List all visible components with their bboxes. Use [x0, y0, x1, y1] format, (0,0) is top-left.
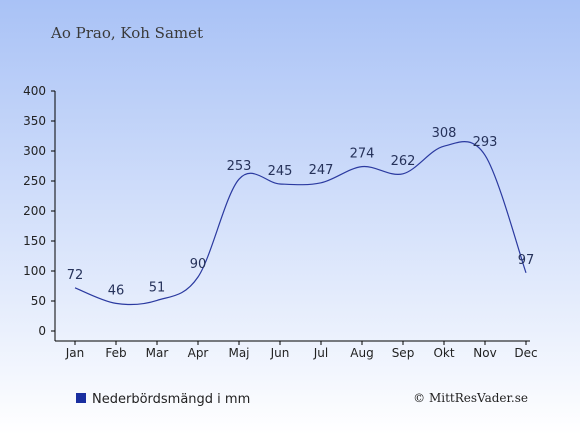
x-tick-label: Sep: [392, 346, 415, 360]
data-point: [484, 154, 487, 157]
data-label: 72: [67, 268, 84, 283]
data-point: [443, 145, 446, 148]
data-point: [74, 286, 77, 289]
data-label: 247: [309, 163, 334, 178]
y-tick-label: 200: [23, 204, 46, 218]
credit-text: © MittResVader.se: [413, 391, 528, 405]
x-tick-label: Mar: [146, 346, 169, 360]
x-tick-label: Feb: [105, 346, 126, 360]
y-tick-label: 50: [31, 294, 46, 308]
data-label: 51: [149, 280, 166, 295]
data-label: 46: [108, 283, 125, 298]
data-point: [320, 181, 323, 184]
x-tick-label: Okt: [433, 346, 454, 360]
data-label: 274: [350, 147, 375, 162]
chart-title: Ao Prao, Koh Samet: [50, 24, 203, 42]
y-tick-label: 0: [38, 324, 46, 338]
x-tick-label: Jul: [313, 346, 328, 360]
data-label: 97: [518, 253, 535, 268]
data-label: 293: [473, 135, 498, 150]
y-tick-label: 400: [23, 84, 46, 98]
x-tick-label: Jun: [270, 346, 290, 360]
data-point: [279, 183, 282, 186]
series-line: [74, 141, 527, 306]
data-point: [238, 178, 241, 181]
x-tick-label: Jan: [65, 346, 85, 360]
legend-swatch: [76, 393, 86, 403]
data-label-layer: 72 46 51 90 253 245 247 274 262 308 293 97: [67, 126, 535, 298]
data-label: 253: [227, 159, 252, 174]
data-point: [361, 165, 364, 168]
y-tick-label: 250: [23, 174, 46, 188]
data-point: [115, 302, 118, 305]
data-label: 308: [432, 126, 457, 141]
legend-label: Nederbördsmängd i mm: [92, 392, 250, 407]
y-tick-label: 150: [23, 234, 46, 248]
data-point: [525, 271, 528, 274]
data-label: 245: [268, 164, 293, 179]
y-tick-label: 100: [23, 264, 46, 278]
x-tick-label: Nov: [473, 346, 496, 360]
data-label: 262: [391, 154, 416, 169]
x-tick-label: Apr: [188, 346, 209, 360]
x-tick-label: Aug: [350, 346, 373, 360]
x-tick-label: Dec: [514, 346, 537, 360]
data-point: [156, 299, 159, 302]
axes: 0 50 100 150 200 250 300 350 400 Jan Feb Mar Apr Maj J…: [23, 84, 538, 360]
y-tick-label: 350: [23, 114, 46, 128]
series-line-layer: [74, 141, 528, 306]
data-point: [197, 276, 200, 279]
y-tick-label: 300: [23, 144, 46, 158]
data-point: [402, 172, 405, 175]
x-tick-label: Maj: [228, 346, 249, 360]
data-label: 90: [190, 257, 207, 272]
